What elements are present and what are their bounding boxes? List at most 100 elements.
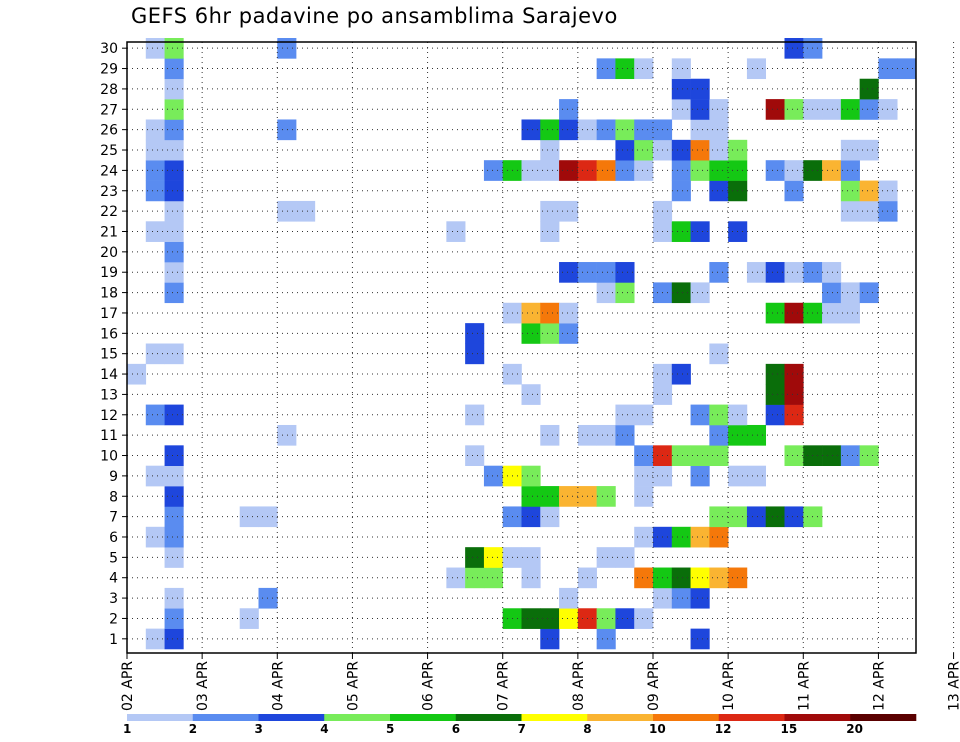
heatmap-cell bbox=[465, 567, 485, 589]
heatmap-cell bbox=[164, 221, 184, 242]
y-tick-label: 9 bbox=[109, 469, 118, 485]
heatmap-cell bbox=[559, 486, 579, 507]
colorbar-label: 4 bbox=[320, 722, 329, 736]
heatmap-cell bbox=[690, 567, 710, 589]
y-tick-label: 16 bbox=[100, 326, 118, 342]
heatmap-cell bbox=[258, 587, 278, 609]
heatmap-cell bbox=[840, 200, 860, 222]
heatmap-cell bbox=[164, 99, 184, 120]
heatmap-cell bbox=[540, 160, 560, 181]
heatmap-cell bbox=[164, 119, 184, 141]
dotted-grid bbox=[127, 42, 955, 653]
heatmap-cell bbox=[145, 465, 165, 487]
heatmap-cell bbox=[671, 180, 691, 202]
y-tick-label: 14 bbox=[100, 367, 118, 383]
heatmap-cell bbox=[521, 547, 541, 568]
heatmap-cell bbox=[465, 547, 485, 568]
heatmap-cell bbox=[615, 139, 635, 161]
y-tick-label: 7 bbox=[109, 510, 118, 526]
heatmap-cell bbox=[446, 221, 466, 242]
heatmap-cell bbox=[540, 608, 560, 629]
heatmap-cell bbox=[709, 160, 729, 181]
heatmap-cell bbox=[296, 200, 316, 222]
y-tick-label: 10 bbox=[100, 449, 118, 465]
heatmap-cell bbox=[690, 404, 710, 426]
heatmap-cell bbox=[784, 404, 804, 426]
y-tick-label: 2 bbox=[109, 611, 118, 627]
heatmap-cell bbox=[634, 139, 654, 161]
heatmap-cell bbox=[709, 262, 729, 283]
x-tick-label: 08 APR bbox=[571, 661, 587, 711]
heatmap-cell bbox=[765, 302, 785, 324]
heatmap-cell bbox=[765, 404, 785, 426]
heatmap-cell bbox=[634, 58, 654, 80]
x-tick-label: 02 APR bbox=[120, 661, 136, 711]
y-tick-label: 29 bbox=[100, 62, 118, 78]
heatmap-cell bbox=[840, 139, 860, 161]
heatmap-cell bbox=[709, 139, 729, 161]
y-tick-label: 15 bbox=[100, 347, 118, 363]
heatmap-cell bbox=[615, 608, 635, 629]
heatmap-cell bbox=[615, 424, 635, 446]
colorbar bbox=[127, 714, 917, 721]
heatmap-cell bbox=[239, 608, 259, 629]
heatmap-cell bbox=[596, 160, 616, 181]
y-tick-label: 25 bbox=[100, 143, 118, 159]
heatmap-cell bbox=[784, 506, 804, 528]
heatmap-cell bbox=[822, 445, 842, 466]
heatmap-cell bbox=[859, 139, 879, 161]
heatmap-cell bbox=[521, 506, 541, 528]
heatmap-cell bbox=[559, 302, 579, 324]
heatmap-cell bbox=[145, 139, 165, 161]
y-tick-label: 26 bbox=[100, 123, 118, 139]
heatmap-cell bbox=[615, 404, 635, 426]
heatmap-cell bbox=[164, 160, 184, 181]
heatmap-cell bbox=[540, 302, 560, 324]
heatmap-cell bbox=[559, 99, 579, 120]
heatmap-cell bbox=[784, 384, 804, 405]
heatmap-cell bbox=[765, 160, 785, 181]
heatmap-cell bbox=[840, 180, 860, 202]
heatmap-cell bbox=[521, 323, 541, 344]
heatmap-cell bbox=[765, 506, 785, 528]
heatmap-cell bbox=[164, 200, 184, 222]
heatmap-cell bbox=[540, 628, 560, 650]
heatmap-cell bbox=[596, 119, 616, 141]
heatmap-cell bbox=[709, 445, 729, 466]
heatmap-cell bbox=[277, 200, 297, 222]
heatmap-cell bbox=[690, 78, 710, 100]
heatmap-cell bbox=[859, 78, 879, 100]
heatmap-cell bbox=[127, 363, 147, 385]
heatmap-cell bbox=[145, 628, 165, 650]
heatmap-cell bbox=[446, 567, 466, 589]
heatmap-cell bbox=[145, 160, 165, 181]
heatmap-cell bbox=[164, 241, 184, 263]
heatmap-cell bbox=[784, 302, 804, 324]
heatmap-cell bbox=[164, 139, 184, 161]
heatmap-cell bbox=[521, 302, 541, 324]
heatmap-cell bbox=[822, 99, 842, 120]
heatmap-cell bbox=[540, 200, 560, 222]
plot-axes: 1234567891011121314151617181920212223242… bbox=[100, 41, 960, 711]
heatmap-cell bbox=[634, 486, 654, 507]
heatmap-cell bbox=[164, 262, 184, 283]
heatmap-cell bbox=[709, 99, 729, 120]
heatmap-cell bbox=[596, 547, 616, 568]
heatmap-cell bbox=[859, 445, 879, 466]
y-tick-label: 12 bbox=[100, 408, 118, 424]
y-tick-label: 4 bbox=[109, 571, 118, 587]
heatmap-cell bbox=[822, 262, 842, 283]
heatmap-cell bbox=[596, 262, 616, 283]
heatmap-cell bbox=[521, 384, 541, 405]
colorbar-swatch bbox=[324, 714, 391, 721]
heatmap-cell bbox=[765, 384, 785, 405]
heatmap-cell bbox=[671, 221, 691, 242]
heatmap-cell bbox=[671, 58, 691, 80]
colorbar-swatch bbox=[587, 714, 654, 721]
heatmap-cell bbox=[615, 547, 635, 568]
heatmap-cell bbox=[634, 119, 654, 141]
y-tick-label: 28 bbox=[100, 82, 118, 98]
heatmap-cell bbox=[840, 160, 860, 181]
colorbar-label: 6 bbox=[451, 722, 461, 736]
